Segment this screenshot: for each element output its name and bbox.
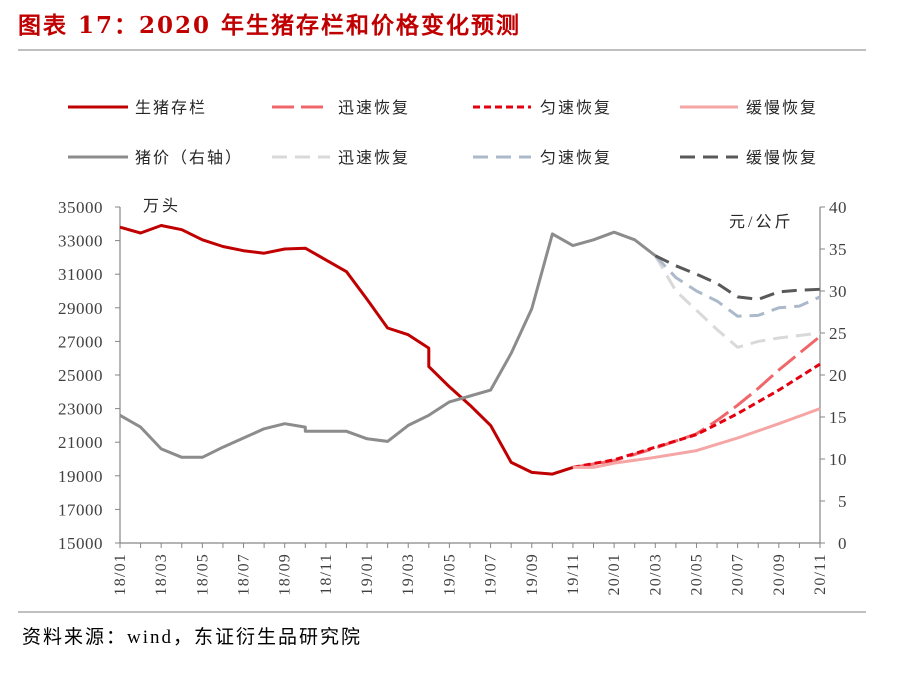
left-axis-unit: 万头: [143, 197, 181, 215]
x-tick-label: 20/03: [647, 553, 664, 595]
legend-item-price-fast-recovery: 迅速恢复: [272, 149, 410, 167]
legend-item-inventory-slow-recovery: 缓慢恢复: [680, 99, 818, 117]
left-tick-label: 29000: [58, 299, 103, 318]
x-tick-label: 20/09: [771, 553, 788, 595]
inventory-line: [119, 224, 574, 476]
price-steady-recovery-line: [654, 254, 821, 318]
legend-label-price-steady-recovery: 匀速恢复: [540, 149, 612, 167]
right-tick-label: 20: [829, 366, 847, 385]
legend-label-inventory-steady-recovery: 匀速恢复: [540, 99, 612, 117]
legend-label-inventory-slow-recovery: 缓慢恢复: [746, 99, 818, 117]
x-tick-label: 19/07: [483, 553, 500, 595]
legend-label-price: 猪价（右轴）: [135, 149, 243, 167]
left-tick-label: 35000: [58, 198, 103, 217]
series-layer: [119, 224, 821, 476]
x-tick-label: 20/05: [689, 553, 706, 595]
left-tick-label: 21000: [58, 433, 103, 452]
legend-label-inventory: 生猪存栏: [135, 99, 207, 117]
right-tick-label: 35: [829, 240, 847, 259]
legend-label-price-slow-recovery: 缓慢恢复: [746, 149, 818, 167]
axis-ticks: 15000 17000 19000 21000 23000 25000 27000 29000…: [58, 198, 847, 595]
left-tick-label: 19000: [58, 467, 103, 486]
legend-label-price-fast-recovery: 迅速恢复: [338, 149, 410, 167]
legend-item-price: 猪价（右轴）: [68, 149, 243, 167]
inventory-fast-recovery-line: [572, 335, 821, 469]
source-note: 资料来源：wind，东证衍生品研究院: [22, 626, 362, 648]
x-tick-label: 20/07: [730, 553, 747, 595]
left-tick-label: 33000: [58, 232, 103, 251]
x-tick-label: 18/05: [194, 553, 211, 595]
chart-title: 图表 17：2020 年生猪存栏和价格变化预测: [18, 12, 521, 39]
x-tick-label: 18/07: [236, 553, 253, 595]
x-tick-label: 19/11: [565, 553, 582, 595]
left-tick-label: 15000: [58, 534, 103, 553]
x-tick-label: 18/01: [112, 553, 129, 595]
x-tick-label: 18/11: [318, 553, 335, 595]
x-tick-label: 19/01: [359, 553, 376, 595]
right-tick-label: 40: [829, 198, 847, 217]
right-tick-label: 5: [838, 492, 847, 511]
x-tick-label: 19/09: [524, 553, 541, 595]
left-tick-label: 27000: [58, 332, 103, 351]
right-tick-label: 0: [838, 534, 847, 553]
plot-area: 15000 17000 19000 21000 23000 25000 27000 29000…: [58, 197, 847, 595]
price-line: [119, 230, 657, 459]
legend-label-inventory-fast-recovery: 迅速恢复: [338, 99, 410, 117]
left-tick-label: 23000: [58, 400, 103, 419]
right-tick-label: 15: [829, 408, 847, 427]
left-tick-label: 17000: [58, 500, 103, 519]
price-fast-recovery-line: [654, 254, 821, 349]
legend-item-price-steady-recovery: 匀速恢复: [473, 149, 612, 167]
price-slow-recovery-line: [654, 254, 821, 301]
legend-item-inventory-fast-recovery: 迅速恢复: [272, 99, 410, 117]
right-axis-unit: 元/公斤: [729, 213, 793, 231]
legend-item-price-slow-recovery: 缓慢恢复: [680, 149, 818, 167]
inventory-steady-recovery-line: [572, 362, 821, 469]
x-tick-label: 19/05: [441, 553, 458, 595]
right-tick-label: 10: [829, 450, 847, 469]
x-tick-label: 18/03: [153, 553, 170, 595]
right-tick-label: 25: [829, 324, 847, 343]
x-tick-label: 20/11: [812, 553, 829, 595]
x-tick-label: 18/09: [277, 553, 294, 595]
legend-item-inventory-steady-recovery: 匀速恢复: [473, 99, 612, 117]
legend: 生猪存栏 迅速恢复 匀速恢复 缓慢恢复 猪价（右轴） 迅速恢复 匀速恢复 缓: [68, 99, 818, 167]
right-tick-label: 30: [829, 282, 847, 301]
inventory-slow-recovery-line: [572, 407, 821, 469]
x-tick-label: 20/01: [606, 553, 623, 595]
left-tick-label: 25000: [58, 366, 103, 385]
x-tick-label: 19/03: [400, 553, 417, 595]
left-tick-label: 31000: [58, 265, 103, 284]
legend-item-inventory: 生猪存栏: [68, 99, 207, 117]
